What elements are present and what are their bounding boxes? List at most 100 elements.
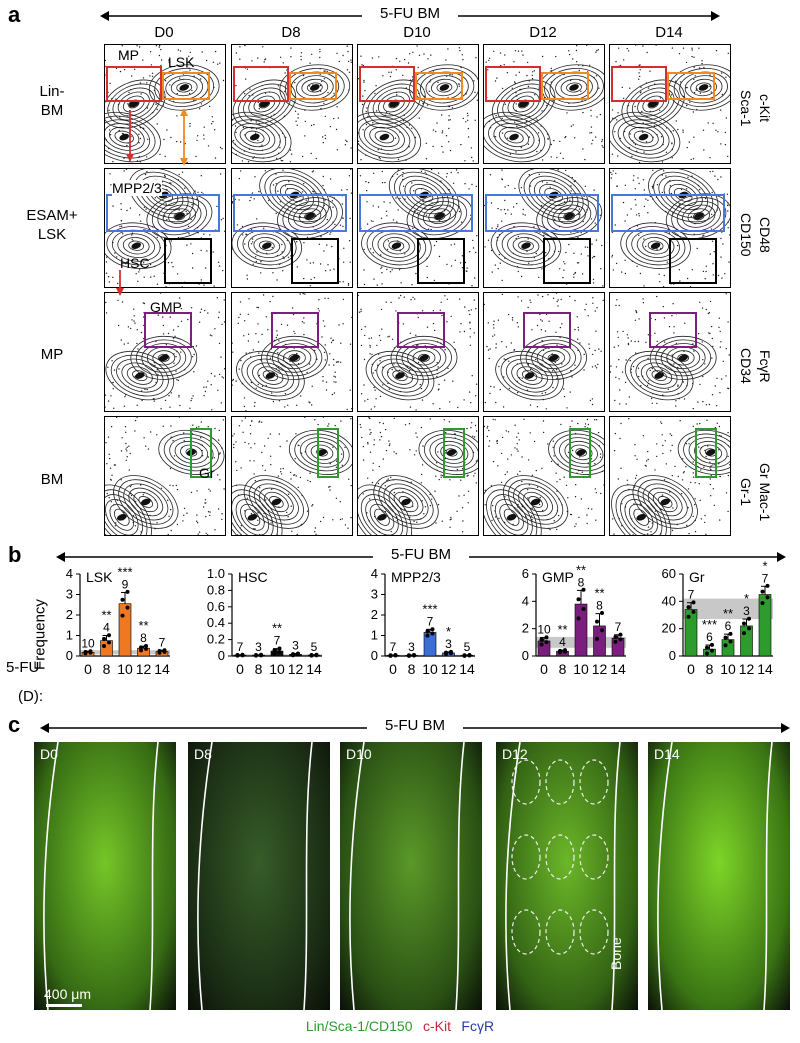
- row-axis-label: c-Kit Sca-1: [738, 89, 773, 127]
- data-point: [705, 651, 709, 656]
- panel-a-header: 5-FU BM: [100, 4, 720, 26]
- n-label: 7: [427, 614, 434, 628]
- data-point: [120, 597, 125, 602]
- data-point: [144, 646, 148, 651]
- flow-plot: [231, 168, 353, 288]
- gate-gr: [569, 428, 591, 478]
- baseline-band: [683, 598, 773, 620]
- panel-a-double-arrow: [100, 6, 720, 26]
- data-point: [88, 649, 93, 654]
- dashed-region: [545, 909, 575, 955]
- data-point: [83, 649, 88, 654]
- legend-blue: FcγR: [461, 1018, 495, 1034]
- n-label: 5: [464, 640, 471, 654]
- bone-boundary: [505, 742, 521, 1010]
- legend-red: c-Kit: [422, 1018, 451, 1034]
- chart-title: GMP: [542, 569, 574, 585]
- data-point: [576, 616, 581, 621]
- data-point: [618, 637, 623, 642]
- y-tick-label: 2: [371, 607, 378, 622]
- dashed-region: [579, 834, 609, 880]
- n-label: 4: [103, 621, 110, 635]
- panel-a-title: 5-FU BM: [380, 5, 440, 22]
- gate-hsc: [417, 238, 465, 284]
- gate-lsk: [289, 72, 337, 100]
- flow-plot: [483, 44, 605, 164]
- flow-plot: [104, 416, 226, 536]
- y-tick-label: 4: [371, 566, 378, 581]
- x-tick-label: 10: [117, 661, 133, 677]
- y-tick-label: 0: [522, 648, 529, 663]
- data-point: [235, 653, 240, 658]
- data-point: [107, 640, 111, 645]
- x-tick-label: 8: [255, 661, 263, 677]
- gate-gmp: [523, 312, 571, 348]
- data-point: [412, 652, 416, 657]
- data-point: [144, 644, 148, 649]
- gate-mp: [359, 66, 415, 102]
- data-point: [686, 605, 691, 610]
- data-point: [686, 614, 691, 619]
- n-label: 10: [537, 623, 551, 637]
- x-tick-label: 12: [441, 661, 457, 677]
- flow-plot: [483, 292, 605, 412]
- row-axis-label: FcγR CD34: [738, 348, 773, 384]
- data-point: [309, 653, 314, 658]
- y-tick-label: 4: [522, 593, 529, 608]
- n-label: 7: [688, 588, 695, 602]
- n-label: 6: [725, 619, 732, 633]
- micrograph-day-label: D10: [346, 746, 372, 762]
- bone-boundary: [763, 742, 773, 1010]
- scale-bar-label: 400 μm: [44, 986, 91, 1002]
- panel-c-double-arrow: [40, 718, 790, 738]
- n-label: 7: [159, 635, 166, 649]
- flow-plot: [609, 292, 731, 412]
- data-point: [449, 649, 453, 654]
- chart-title: MPP2/3: [391, 569, 441, 585]
- gate-lsk: [541, 72, 589, 100]
- data-point: [581, 587, 586, 592]
- panel-c-label: c: [8, 712, 21, 737]
- data-point: [563, 648, 567, 653]
- data-point: [296, 651, 300, 656]
- gate-mp: [233, 66, 289, 102]
- y-tick-label: 1: [371, 628, 378, 643]
- gate-mpp23: [359, 194, 473, 232]
- data-point: [444, 650, 448, 655]
- bar: [270, 650, 284, 657]
- bar: [703, 648, 716, 657]
- data-point: [710, 642, 714, 647]
- gate-gr: [443, 428, 465, 478]
- panel-a-label: a: [8, 2, 21, 27]
- panel-b-double-arrow: [56, 547, 786, 567]
- gate-gr: [695, 428, 717, 478]
- gate-label-hsc: HSC: [120, 255, 150, 271]
- chart-title: HSC: [238, 569, 268, 585]
- significance-stars: *: [762, 560, 767, 573]
- y-tick-label: 0.4: [207, 615, 225, 630]
- gate-lsk: [415, 72, 463, 100]
- bone-label: Bone: [608, 937, 624, 970]
- gate-mp: [611, 66, 667, 102]
- flow-plot: [609, 168, 731, 288]
- flow-plot: [483, 168, 605, 288]
- x-tick-label: 10: [573, 661, 589, 677]
- x-tick-label: 8: [706, 661, 714, 677]
- y-tick-label: 3: [66, 587, 73, 602]
- significance-stars: ***: [117, 564, 132, 579]
- y-tick-label: 6: [522, 566, 529, 581]
- row-axis-label: Gr Mac-1 Gr-1: [738, 462, 773, 522]
- micrograph: D8: [188, 742, 330, 1010]
- bone-boundary: [349, 742, 365, 1010]
- row-label-esam-lsk: ESAM+ LSK: [26, 207, 78, 243]
- x-tick-label: 12: [136, 661, 152, 677]
- data-point: [407, 653, 411, 658]
- data-point: [259, 652, 263, 657]
- gate-hsc: [164, 238, 212, 284]
- bone-boundary: [611, 742, 621, 1010]
- x-tick-label: 14: [757, 661, 773, 677]
- row-label-mp: MP: [40, 346, 64, 363]
- micrograph: D12: [496, 742, 638, 1010]
- data-point: [600, 628, 604, 633]
